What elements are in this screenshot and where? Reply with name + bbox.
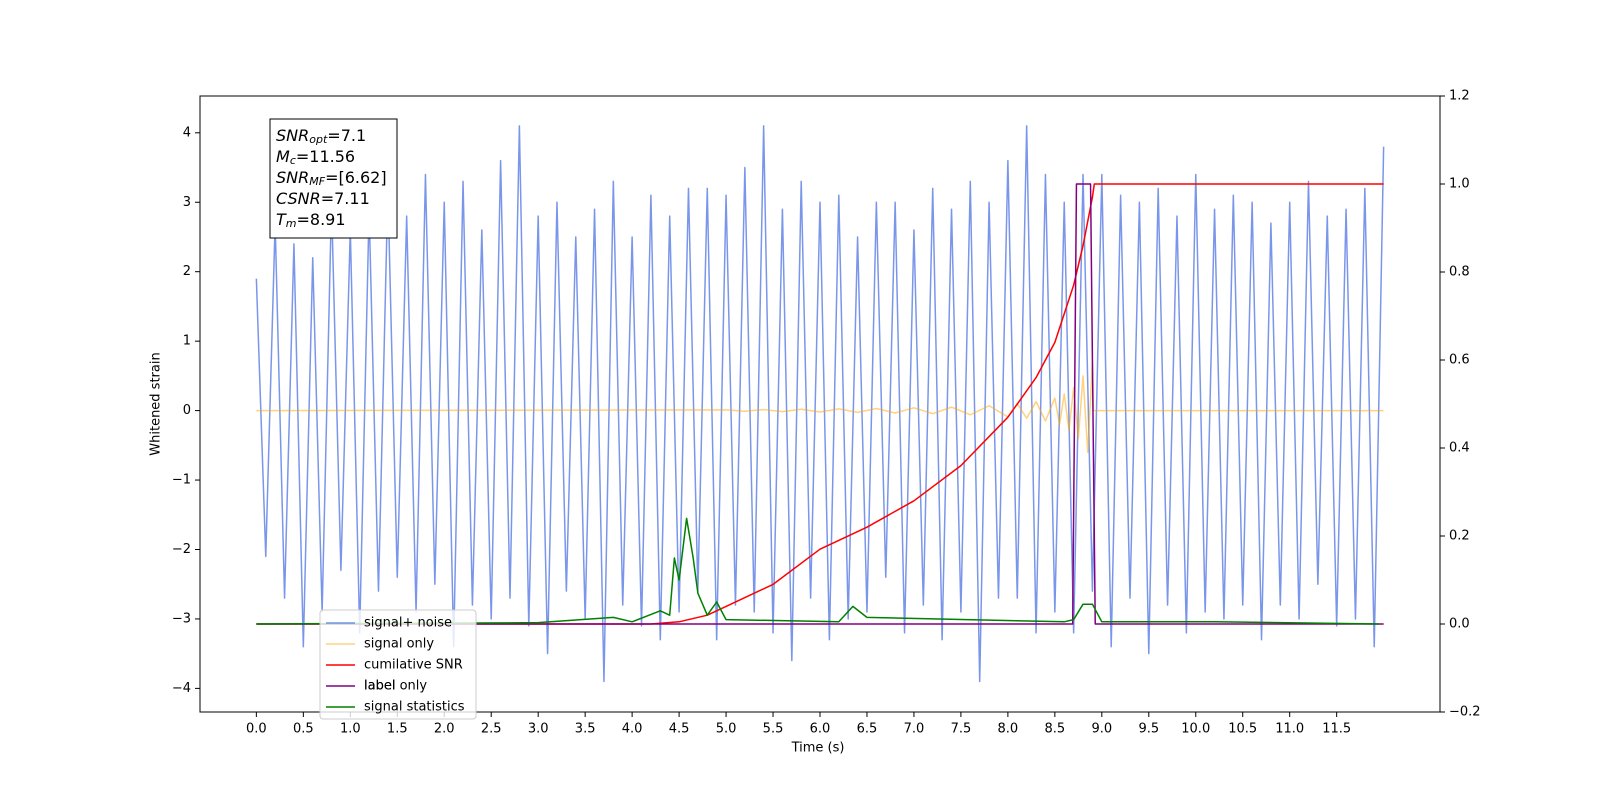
x-tick-label: 1.0	[340, 722, 361, 737]
x-tick-label: 0.0	[246, 722, 267, 737]
info-symbol: SNR	[276, 126, 309, 145]
x-tick-label: 7.5	[951, 722, 972, 737]
series-line	[256, 183, 1384, 625]
y-tick-label: 0	[183, 403, 191, 418]
legend: label only signal+ noise signal only cumila…	[319, 609, 477, 720]
y2-tick-label: 0.8	[1449, 265, 1470, 280]
info-symbol: SNR	[276, 168, 309, 187]
x-tick-label: 4.5	[669, 722, 690, 737]
x-tick-label: 5.0	[716, 722, 737, 737]
legend-label: cumilative SNR	[364, 658, 463, 673]
y-tick-label: −2	[172, 542, 191, 557]
x-tick-label: 2.0	[434, 722, 455, 737]
info-symbol: M	[276, 147, 290, 166]
info-subscript: MF	[309, 175, 325, 188]
x-tick-label: 8.0	[998, 722, 1019, 737]
info-box: SNRopt=7.1Mc=11.56SNRMF=[6.62]CSNR=7.11T…	[269, 118, 398, 239]
x-tick-label: 8.5	[1045, 722, 1066, 737]
annotation: label only	[364, 679, 427, 694]
info-symbol: CSNR	[276, 189, 321, 208]
legend-label: signal statistics	[364, 700, 465, 715]
x-tick-label: 6.0	[810, 722, 831, 737]
info-box-frame	[269, 118, 398, 239]
y-tick-label: 4	[183, 125, 191, 140]
y-axis-label: Whitened strain	[149, 352, 164, 455]
x-tick-label: 9.5	[1138, 722, 1159, 737]
x-tick-label: 9.0	[1091, 722, 1112, 737]
x-tick-label: 3.5	[575, 722, 596, 737]
x-tick-label: 7.0	[904, 722, 925, 737]
x-tick-label: 4.0	[622, 722, 643, 737]
info-subscript: c	[290, 154, 296, 167]
y-tick-label: 2	[183, 264, 191, 279]
x-tick-label: 11.0	[1275, 722, 1304, 737]
info-subscript: opt	[309, 133, 328, 146]
info-subscript: m	[286, 217, 297, 230]
y2-tick-label: 0.6	[1449, 353, 1470, 368]
info-line: CSNR=7.11	[276, 189, 370, 208]
y-tick-label: −4	[172, 681, 191, 696]
y2-tick-label: 0.4	[1449, 441, 1470, 456]
y2-tick-label: 1.2	[1449, 89, 1470, 104]
y2-tick-label: 0.2	[1449, 529, 1470, 544]
x-tick-label: 0.5	[293, 722, 314, 737]
x-tick-label: 3.0	[528, 722, 549, 737]
y-tick-label: 3	[183, 195, 191, 210]
info-value: =11.56	[296, 147, 355, 166]
info-line: Mc=11.56	[276, 147, 355, 168]
x-tick-label: 10.5	[1228, 722, 1257, 737]
series-line	[256, 361, 1384, 454]
x-tick-label: 11.5	[1322, 722, 1351, 737]
info-symbol: T	[276, 210, 287, 229]
x-tick-label: 1.5	[387, 722, 408, 737]
y-tick-label: 1	[183, 334, 191, 349]
x-tick-label: 2.5	[481, 722, 502, 737]
series-line	[256, 517, 1379, 625]
x-tick-label: 10.0	[1181, 722, 1210, 737]
info-value: =7.11	[321, 189, 370, 208]
y2-tick-label: −0.2	[1449, 705, 1481, 720]
x-tick-label: 6.5	[857, 722, 878, 737]
legend-label: label	[364, 679, 395, 694]
y-tick-label: −3	[172, 611, 191, 626]
series-line	[256, 183, 1384, 625]
series-line	[255, 125, 1385, 683]
info-value: =8.91	[297, 210, 346, 229]
info-line: Tm=8.91	[276, 210, 346, 231]
x-axis-label: Time (s)	[791, 741, 845, 756]
info-line: SNRopt=7.1	[276, 126, 366, 147]
legend-frame	[319, 609, 477, 720]
y2-tick-label: 1.0	[1449, 177, 1470, 192]
info-value: =[6.62]	[325, 168, 387, 187]
x-tick-label: 5.5	[763, 722, 784, 737]
info-line: SNRMF=[6.62]	[276, 168, 387, 189]
legend-label: signal+ noise	[364, 616, 452, 631]
y-tick-label: −1	[172, 473, 191, 488]
info-value: =7.1	[327, 126, 366, 145]
legend-label: signal only	[364, 637, 434, 652]
y2-tick-label: 0.0	[1449, 617, 1470, 632]
